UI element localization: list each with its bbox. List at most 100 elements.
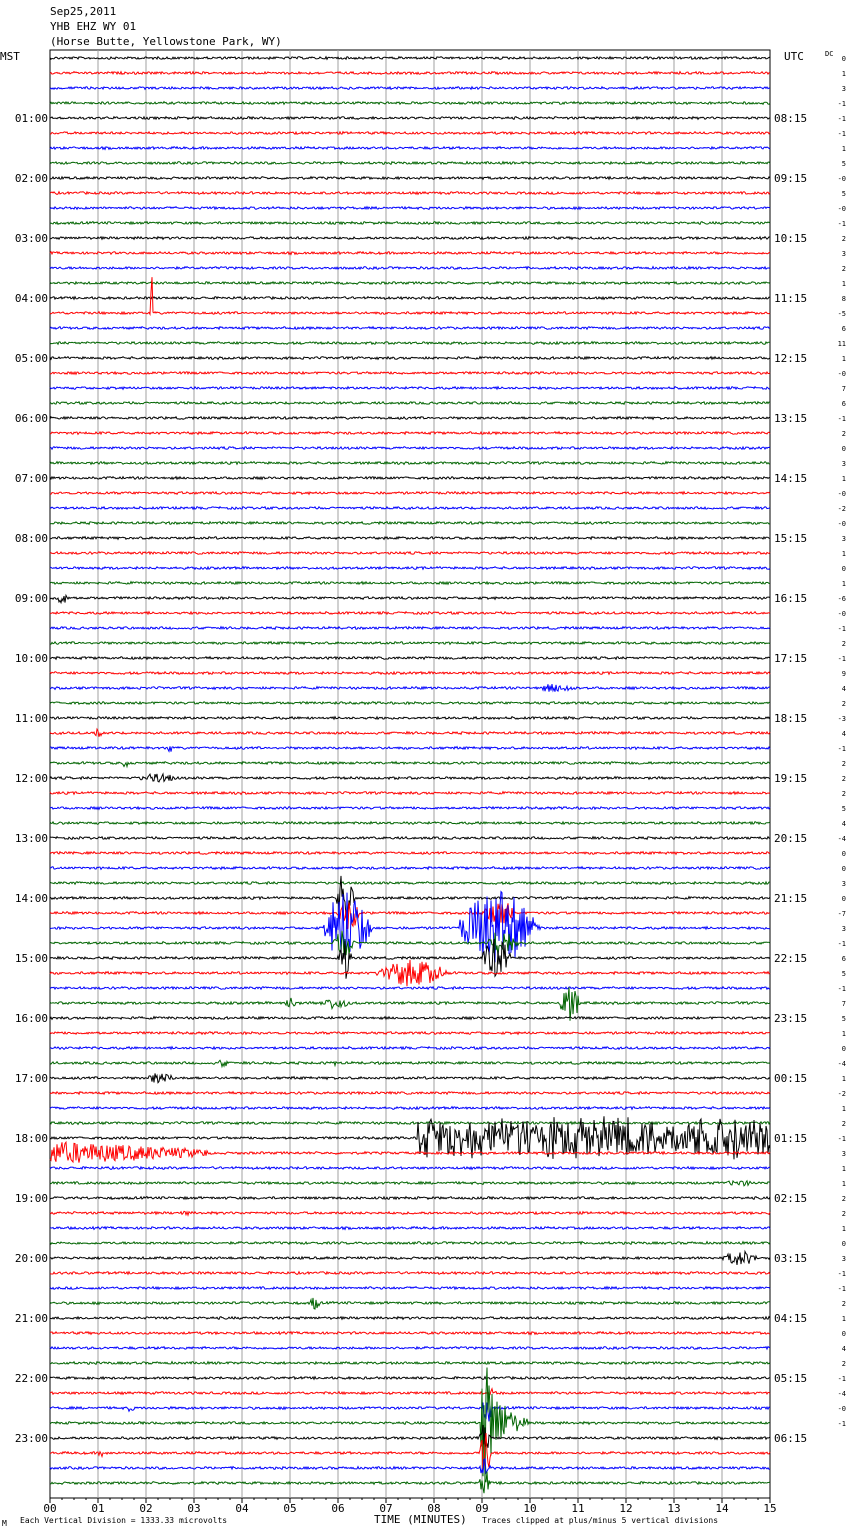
dc-offset-label: -0 (838, 205, 846, 213)
dc-offset-label: -1 (838, 655, 846, 663)
dc-offset-label: 4 (842, 1345, 846, 1353)
x-tick-label: 07 (379, 1502, 392, 1515)
trace-row (49, 1402, 771, 1422)
utc-hour-label: 08:15 (774, 112, 807, 125)
dc-offset-label: 1 (842, 475, 846, 483)
dc-offset-label: 2 (842, 790, 846, 798)
dc-offset-label: 0 (842, 1045, 846, 1053)
dc-offset-label: 2 (842, 640, 846, 648)
mst-hour-label: 03:00 (15, 232, 48, 245)
trace-row (49, 385, 771, 391)
dc-column-title: DC (825, 50, 833, 58)
trace-row (49, 655, 771, 661)
dc-offset-label: 11 (838, 340, 846, 348)
x-tick-label: 12 (619, 1502, 632, 1515)
trace-row (49, 1116, 771, 1160)
dc-offset-label: 2 (842, 1300, 846, 1308)
dc-offset-label: 4 (842, 685, 846, 693)
mst-hour-label: 22:00 (15, 1372, 48, 1385)
trace-row (49, 835, 771, 841)
dc-offset-label: 7 (842, 385, 846, 393)
utc-hour-label: 01:15 (774, 1132, 807, 1145)
trace-row (49, 1015, 771, 1021)
dc-offset-label: -1 (838, 1375, 846, 1383)
dc-offset-label: -0 (838, 610, 846, 618)
mst-hour-label: 11:00 (15, 712, 48, 725)
trace-row (49, 1345, 771, 1351)
dc-offset-label: 5 (842, 805, 846, 813)
trace-row (49, 1270, 771, 1276)
x-tick-label: 03 (187, 1502, 200, 1515)
trace-row (49, 1165, 771, 1171)
mst-hour-label: 06:00 (15, 412, 48, 425)
trace-row (49, 265, 771, 271)
dc-offset-label: 5 (842, 160, 846, 168)
trace-row (49, 550, 771, 556)
trace-row (50, 1360, 771, 1366)
dc-offset-label: -2 (838, 505, 846, 513)
trace-row (49, 745, 771, 753)
trace-row (49, 250, 771, 256)
trace-row (49, 1315, 771, 1321)
trace-row (49, 370, 771, 376)
dc-offset-label: 1 (842, 145, 846, 153)
dc-offset-label: 2 (842, 1195, 846, 1203)
utc-hour-label: 00:15 (774, 1072, 807, 1085)
trace-row (49, 160, 771, 166)
trace-row (49, 280, 771, 286)
dc-offset-label: 2 (842, 430, 846, 438)
dc-offset-label: 0 (842, 865, 846, 873)
trace-row (49, 850, 771, 856)
mst-hour-label: 09:00 (15, 592, 48, 605)
mst-hour-label: 17:00 (15, 1072, 48, 1085)
trace-row (49, 535, 771, 541)
trace-row (49, 1367, 771, 1482)
mst-hour-label: 02:00 (15, 172, 48, 185)
trace-row (49, 727, 771, 737)
corner-mark: M (2, 1519, 7, 1528)
mst-hour-label: 21:00 (15, 1312, 48, 1325)
trace-row (49, 325, 771, 331)
header-station: YHB EHZ WY 01 (50, 20, 137, 33)
dc-offset-label: -1 (838, 415, 846, 423)
trace-row (49, 145, 771, 151)
dc-offset-label: -2 (838, 1090, 846, 1098)
trace-row (49, 772, 771, 783)
trace-row (49, 805, 771, 811)
trace-row (49, 400, 771, 406)
trace-row (49, 1432, 771, 1471)
mst-hour-label: 18:00 (15, 1132, 48, 1145)
trace-row (50, 520, 771, 526)
trace-row (49, 1105, 771, 1111)
header-date: Sep25,2011 (50, 5, 117, 18)
dc-offset-label: -0 (838, 1405, 846, 1413)
trace-row (49, 1375, 771, 1381)
trace-row (49, 1297, 771, 1310)
trace-row (49, 1387, 771, 1397)
mst-hour-label: 19:00 (15, 1192, 48, 1205)
dc-offset-label: 1 (842, 1105, 846, 1113)
trace-row (49, 277, 771, 317)
dc-offset-label: -0 (838, 175, 846, 183)
dc-offset-label: -1 (838, 1135, 846, 1143)
trace-row (49, 70, 770, 76)
dc-offset-label: 2 (842, 775, 846, 783)
dc-offset-label: 0 (842, 1330, 846, 1338)
mst-hour-label: 15:00 (15, 952, 48, 965)
trace-row (49, 415, 771, 421)
dc-offset-label: 0 (842, 445, 846, 453)
trace-row (49, 670, 771, 676)
x-tick-label: 00 (43, 1502, 56, 1515)
mst-hour-label: 05:00 (15, 352, 48, 365)
trace-row (49, 987, 771, 1021)
x-tick-label: 08 (427, 1502, 440, 1515)
trace-row (49, 1458, 771, 1475)
dc-offset-label: 2 (842, 1120, 846, 1128)
dc-offset-label: 3 (842, 460, 846, 468)
trace-row (49, 130, 771, 136)
trace-row (49, 100, 771, 106)
dc-offset-label: 3 (842, 535, 846, 543)
dc-offset-label: 1 (842, 580, 846, 588)
dc-offset-label: -1 (838, 1420, 846, 1428)
